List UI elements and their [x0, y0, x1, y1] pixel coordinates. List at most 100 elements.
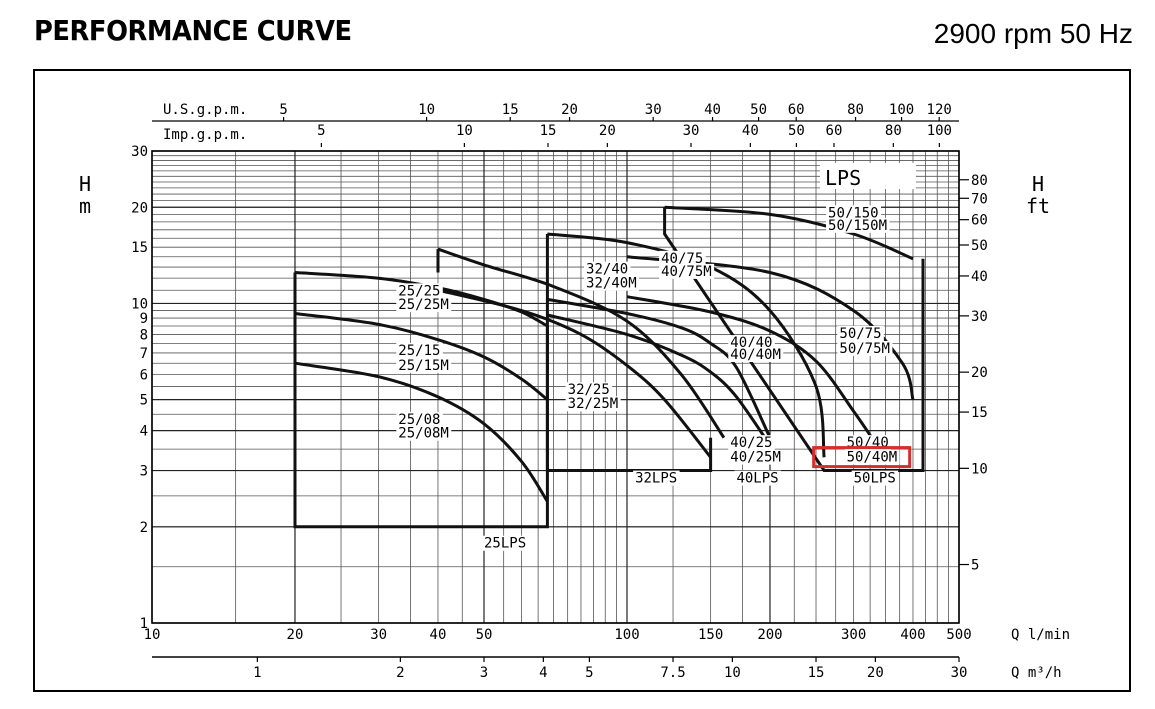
curve-label-bg: [844, 449, 900, 465]
curve-label: 32/25M: [568, 396, 619, 412]
impgpm-tick-label: 40: [742, 123, 759, 139]
curve-label-bg: [584, 261, 631, 277]
ft-tick-label: 70: [971, 191, 988, 207]
impgpm-tick-label: 50: [788, 123, 805, 139]
usgpm-tick-label: 5: [279, 102, 287, 118]
x-tick-label: 30: [370, 627, 387, 643]
x-tick-label: 10: [144, 627, 161, 643]
x-tick-label: 150: [698, 627, 723, 643]
x-tick-label: 300: [841, 627, 866, 643]
y-tick-label: 4: [140, 424, 148, 440]
curve-label: 25/25M: [398, 297, 449, 313]
x-axis-label: Q l/min: [1011, 627, 1070, 643]
pump-curve: [294, 312, 549, 401]
pump-curve: [547, 297, 772, 439]
page-title: PERFORMANCE CURVE: [34, 14, 352, 47]
legend-label-bg: [820, 163, 916, 189]
x-tick-label: 20: [287, 627, 304, 643]
usgpm-tick-label: 20: [561, 102, 578, 118]
legend-label: LPS: [825, 166, 861, 190]
envelope-label-bg: [851, 470, 899, 486]
curve-label: 25/15: [398, 343, 440, 359]
curve-label-bg: [728, 449, 784, 465]
usgpm-tick-label: 100: [889, 102, 914, 118]
curve-label: 25/08: [398, 412, 440, 428]
impgpm-axis-label: Imp.g.p.m.: [163, 127, 247, 143]
envelope-label-bg: [633, 470, 680, 486]
curve-label-bg: [826, 205, 882, 221]
usgpm-tick-label: 60: [788, 102, 805, 118]
y-tick-label: 30: [131, 144, 148, 160]
y-axis-label-unit: m: [79, 194, 91, 218]
curve-label-bg: [396, 411, 443, 427]
m3h-tick-label: 5: [585, 665, 593, 681]
m3h-tick-label: 15: [808, 665, 825, 681]
curve-label: 40/75M: [661, 264, 712, 280]
ft-tick-label: 10: [971, 461, 988, 477]
curve-label: 40/40M: [730, 347, 781, 363]
x-tick-label: 200: [757, 627, 782, 643]
y-tick-label: 10: [131, 296, 148, 312]
y-tick-label: 20: [131, 200, 148, 216]
m3h-tick-label: 3: [480, 665, 488, 681]
usgpm-tick-label: 80: [847, 102, 864, 118]
ft-tick-label: 20: [971, 365, 988, 381]
impgpm-tick-label: 15: [540, 123, 557, 139]
impgpm-tick-label: 60: [826, 123, 843, 139]
curve-label: 50/40M: [847, 450, 898, 466]
m3h-axis-label: Q m³/h: [1011, 665, 1062, 681]
y-tick-label: 9: [140, 311, 148, 327]
curve-label-bg: [396, 297, 452, 313]
ft-axis-label-unit: ft: [1026, 194, 1050, 218]
curve-label: 32/40M: [586, 276, 637, 292]
ft-axis-label-top: H: [1032, 172, 1044, 196]
y-tick-label: 15: [131, 240, 148, 256]
curve-label: 50/150: [828, 205, 879, 221]
x-tick-label: 400: [900, 627, 925, 643]
plot-border: [151, 150, 960, 624]
x-tick-label: 40: [430, 627, 447, 643]
speed-label: 2900 rpm 50 Hz: [933, 18, 1133, 49]
curve-label-bg: [565, 382, 613, 398]
lps-envelope: [545, 234, 713, 472]
curve-label: 25/15M: [398, 358, 449, 374]
curve-label: 25/25: [398, 283, 440, 299]
lps-envelope: [663, 207, 925, 472]
ft-tick-label: 40: [971, 269, 988, 285]
x-tick-label: 100: [614, 627, 639, 643]
curve-label-bg: [659, 250, 706, 266]
ft-tick-label: 15: [971, 405, 988, 421]
curve-label-bg: [728, 347, 784, 363]
highlight-box: [812, 446, 912, 469]
m3h-tick-label: 2: [396, 665, 404, 681]
ft-tick-label: 5: [971, 558, 979, 574]
impgpm-tick-label: 80: [885, 123, 902, 139]
usgpm-tick-label: 10: [418, 102, 435, 118]
curve-label-bg: [837, 325, 884, 341]
m3h-tick-label: 1: [253, 665, 261, 681]
curve-label-bg: [396, 357, 452, 373]
curve-label: 40/25M: [730, 450, 781, 466]
y-tick-label: 2: [140, 520, 148, 536]
envelope-label: 25LPS: [484, 536, 526, 552]
curve-label: 32/40: [586, 262, 628, 278]
m3h-tick-label: 4: [539, 665, 547, 681]
curve-label-bg: [826, 217, 890, 233]
usgpm-tick-label: 50: [750, 102, 767, 118]
pump-curve: [547, 313, 772, 447]
envelope-label-bg: [734, 470, 781, 486]
ft-tick-label: 50: [971, 238, 988, 254]
curve-label: 40/75: [661, 251, 703, 267]
curve-label-bg: [837, 340, 893, 356]
impgpm-tick-label: 20: [599, 123, 616, 139]
curve-label-bg: [565, 396, 621, 412]
ft-tick-label: 60: [971, 213, 988, 229]
pump-curve: [664, 205, 914, 261]
curve-label: 50/150M: [828, 218, 887, 234]
m3h-tick-label: 10: [724, 665, 741, 681]
ft-tick-label: 30: [971, 309, 988, 325]
curve-label: 32/25: [568, 382, 610, 398]
impgpm-tick-label: 5: [317, 123, 325, 139]
